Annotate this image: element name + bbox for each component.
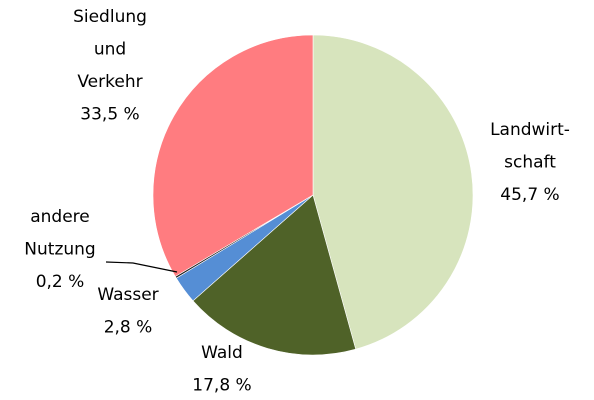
pie-slice xyxy=(192,194,357,356)
label-line: Nutzung xyxy=(24,240,95,260)
leader-line xyxy=(105,261,178,273)
value-label: 2,8 % xyxy=(104,318,153,338)
label-line: Siedlung xyxy=(73,7,147,27)
value-label: 0,2 % xyxy=(36,272,85,292)
value-label: 17,8 % xyxy=(192,376,251,396)
pie-slice xyxy=(312,34,474,350)
slice-label: Siedlung und Verkehr xyxy=(73,7,147,92)
pie-slice xyxy=(152,34,314,277)
label-line: schaft xyxy=(504,153,556,173)
slice-label: Landwirt-schaft xyxy=(490,120,570,173)
slice-label: Wasser xyxy=(97,285,158,305)
slice-label: andere Nutzung xyxy=(24,207,95,260)
label-line: Wald xyxy=(201,343,243,363)
label-line: und xyxy=(94,40,126,60)
label-line: andere xyxy=(30,207,90,227)
label-line: Wasser xyxy=(97,285,158,305)
label-line: Verkehr xyxy=(77,72,142,92)
slice-label: Wald xyxy=(201,343,243,363)
value-label: 45,7 % xyxy=(500,185,559,205)
label-line: Landwirt- xyxy=(490,120,570,140)
value-label: 33,5 % xyxy=(80,105,139,125)
